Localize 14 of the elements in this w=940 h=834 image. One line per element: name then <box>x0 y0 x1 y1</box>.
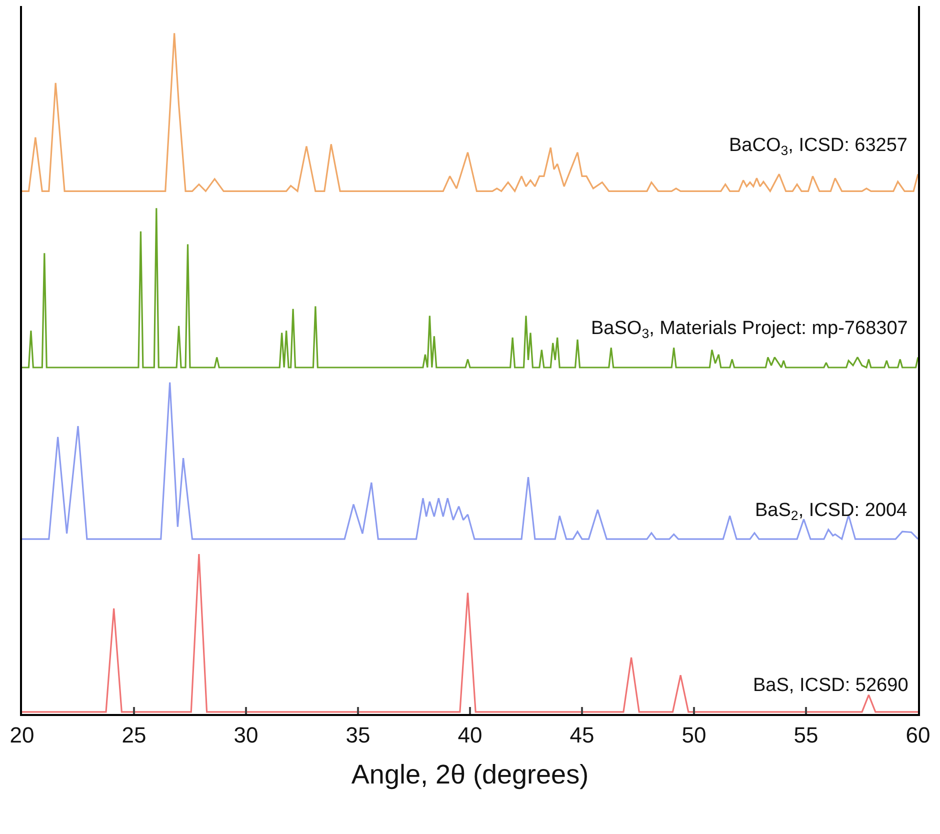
x-tick-label: 30 <box>234 722 258 748</box>
x-tick-label: 45 <box>570 722 594 748</box>
x-tick-label: 55 <box>794 722 818 748</box>
x-tick-label: 20 <box>10 722 34 748</box>
x-tick-label: 50 <box>682 722 706 748</box>
series-label: BaSO$_{3}$, Materials Project: mp-768307 <box>591 318 908 341</box>
series-label: BaS$_{2}$, ICSD: 2004 <box>755 500 908 523</box>
x-tick-label: 40 <box>458 722 482 748</box>
x-tick-label: 25 <box>122 722 146 748</box>
series-label: BaS, ICSD: 52690 <box>753 675 908 696</box>
x-axis-title: Angle, 2θ (degrees) <box>351 759 589 790</box>
x-tick-label: 60 <box>906 722 930 748</box>
series-label: BaCO$_{3}$, ICSD: 63257 <box>729 135 908 158</box>
x-tick-label: 35 <box>346 722 370 748</box>
